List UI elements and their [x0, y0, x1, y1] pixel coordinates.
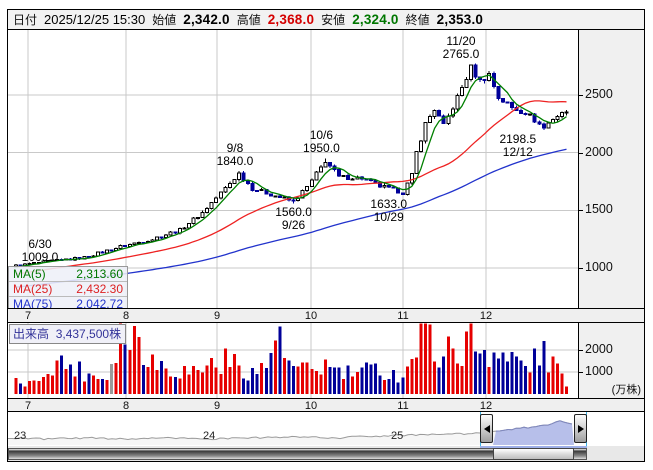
- axis-tick: [579, 268, 583, 269]
- scrollbar-track[interactable]: [8, 448, 587, 460]
- volume-tick-label: 1000: [585, 364, 613, 378]
- axis-tick: [579, 350, 583, 351]
- volume-tick-label: 2000: [585, 342, 613, 356]
- volume-bars-chart: [8, 323, 578, 398]
- volume-unit-label: (万株): [611, 384, 641, 396]
- range-navigator[interactable]: 23 24 25: [8, 412, 644, 446]
- volume-chart-row: 出来高 3,437,500株 2000 1000 (万株): [8, 323, 644, 398]
- chart-frame: 日付 2025/12/25 15:30 始値 2,342.0 高値 2,368.…: [7, 9, 645, 462]
- month-label: 11: [397, 400, 409, 412]
- low-value: 2,324.0: [352, 12, 399, 27]
- ma25-line: [15, 100, 567, 275]
- axis-tick: [579, 95, 583, 96]
- ma5-line: [15, 74, 567, 268]
- chart-annotation: 11/20 2765.0: [442, 34, 480, 62]
- high-label: 高値: [236, 13, 261, 27]
- month-label: 9: [213, 310, 221, 322]
- chart-annotation: 10/6 1950.0: [303, 128, 340, 156]
- chart-annotation: 1633.0 10/29: [370, 196, 408, 224]
- volume-axis: 2000 1000 (万株): [579, 323, 644, 398]
- price-tick-label: 2000: [585, 144, 613, 159]
- scrollbar-selection-band: [480, 446, 587, 448]
- date-value: 2025/12/25 15:30: [44, 12, 146, 27]
- scrollbar-thumb[interactable]: [493, 448, 574, 460]
- price-axis: 2500 2000 1500 1000: [579, 30, 644, 308]
- ma75-value: 2,042.72: [76, 297, 123, 311]
- horizontal-scrollbar: [8, 446, 644, 461]
- ma25-label: MA(25): [13, 282, 53, 296]
- chart-annotation: 2198.5 12/12: [499, 131, 537, 159]
- month-label: 7: [24, 310, 32, 322]
- axis-tick: [579, 152, 583, 154]
- price-chart-canvas[interactable]: MA(5) 2,313.60 MA(25) 2,432.30 MA(75) 2,…: [8, 30, 579, 312]
- high-value: 2,368.0: [267, 12, 315, 27]
- selected-range-area: [493, 420, 574, 445]
- ma25-value: 2,432.30: [76, 282, 123, 296]
- chart-annotation: 9/8 1840.0: [216, 141, 254, 169]
- month-label: 8: [122, 400, 130, 412]
- month-label: 10: [304, 310, 318, 322]
- ma5-row: MA(5) 2,313.60: [9, 267, 127, 282]
- ma25-row: MA(25) 2,432.30: [9, 282, 127, 297]
- scroll-right-button[interactable]: [574, 414, 587, 443]
- month-axis-bottom: 7 8 9 10 11 12: [8, 398, 644, 412]
- close-label: 終値: [405, 13, 430, 27]
- date-label: 日付: [13, 13, 38, 27]
- volume-name: 出来高: [13, 327, 50, 341]
- open-value: 2,342.0: [183, 12, 230, 27]
- volume-chart-canvas[interactable]: 出来高 3,437,500株: [8, 323, 579, 398]
- navigator-minichart: [8, 420, 574, 445]
- navigator-year-label: 24: [203, 430, 216, 442]
- ma75-row: MA(75) 2,042.72: [9, 297, 127, 311]
- chart-annotation: 6/30 1009.0: [21, 236, 59, 264]
- price-tick-label: 2500: [585, 87, 613, 101]
- ma-legend: MA(5) 2,313.60 MA(25) 2,432.30 MA(75) 2,…: [8, 266, 128, 312]
- close-value: 2,353.0: [436, 12, 484, 27]
- month-axis-top: 7 8 9 10 11 12: [8, 308, 644, 323]
- right-arrow-icon: [577, 424, 584, 433]
- axis-tick: [579, 372, 583, 373]
- navigator-year-label: 23: [14, 430, 27, 442]
- month-label: 12: [479, 310, 493, 322]
- axis-tick: [579, 210, 583, 212]
- price-chart-row: MA(5) 2,313.60 MA(25) 2,432.30 MA(75) 2,…: [8, 30, 644, 312]
- month-label: 10: [304, 400, 318, 412]
- month-label: 8: [122, 310, 130, 322]
- month-label: 11: [397, 310, 409, 322]
- ma5-value: 2,313.60: [76, 267, 123, 281]
- left-arrow-icon: [483, 424, 490, 433]
- ma75-label: MA(75): [13, 297, 53, 311]
- month-label: 9: [213, 400, 221, 412]
- open-label: 始値: [152, 13, 177, 27]
- price-tick-label: 1500: [585, 202, 613, 217]
- ohlc-header: 日付 2025/12/25 15:30 始値 2,342.0 高値 2,368.…: [8, 10, 644, 30]
- ma5-label: MA(5): [13, 267, 46, 281]
- month-label: 7: [24, 400, 32, 412]
- navigator-year-label: 25: [391, 430, 404, 442]
- volume-value: 3,437,500株: [55, 327, 122, 341]
- month-label: 12: [479, 400, 493, 412]
- volume-label-box: 出来高 3,437,500株: [9, 324, 127, 344]
- scroll-left-button[interactable]: [480, 414, 493, 443]
- price-tick-label: 1000: [585, 260, 613, 274]
- chart-annotation: 1560.0 9/26: [275, 205, 312, 233]
- low-label: 安値: [321, 13, 346, 27]
